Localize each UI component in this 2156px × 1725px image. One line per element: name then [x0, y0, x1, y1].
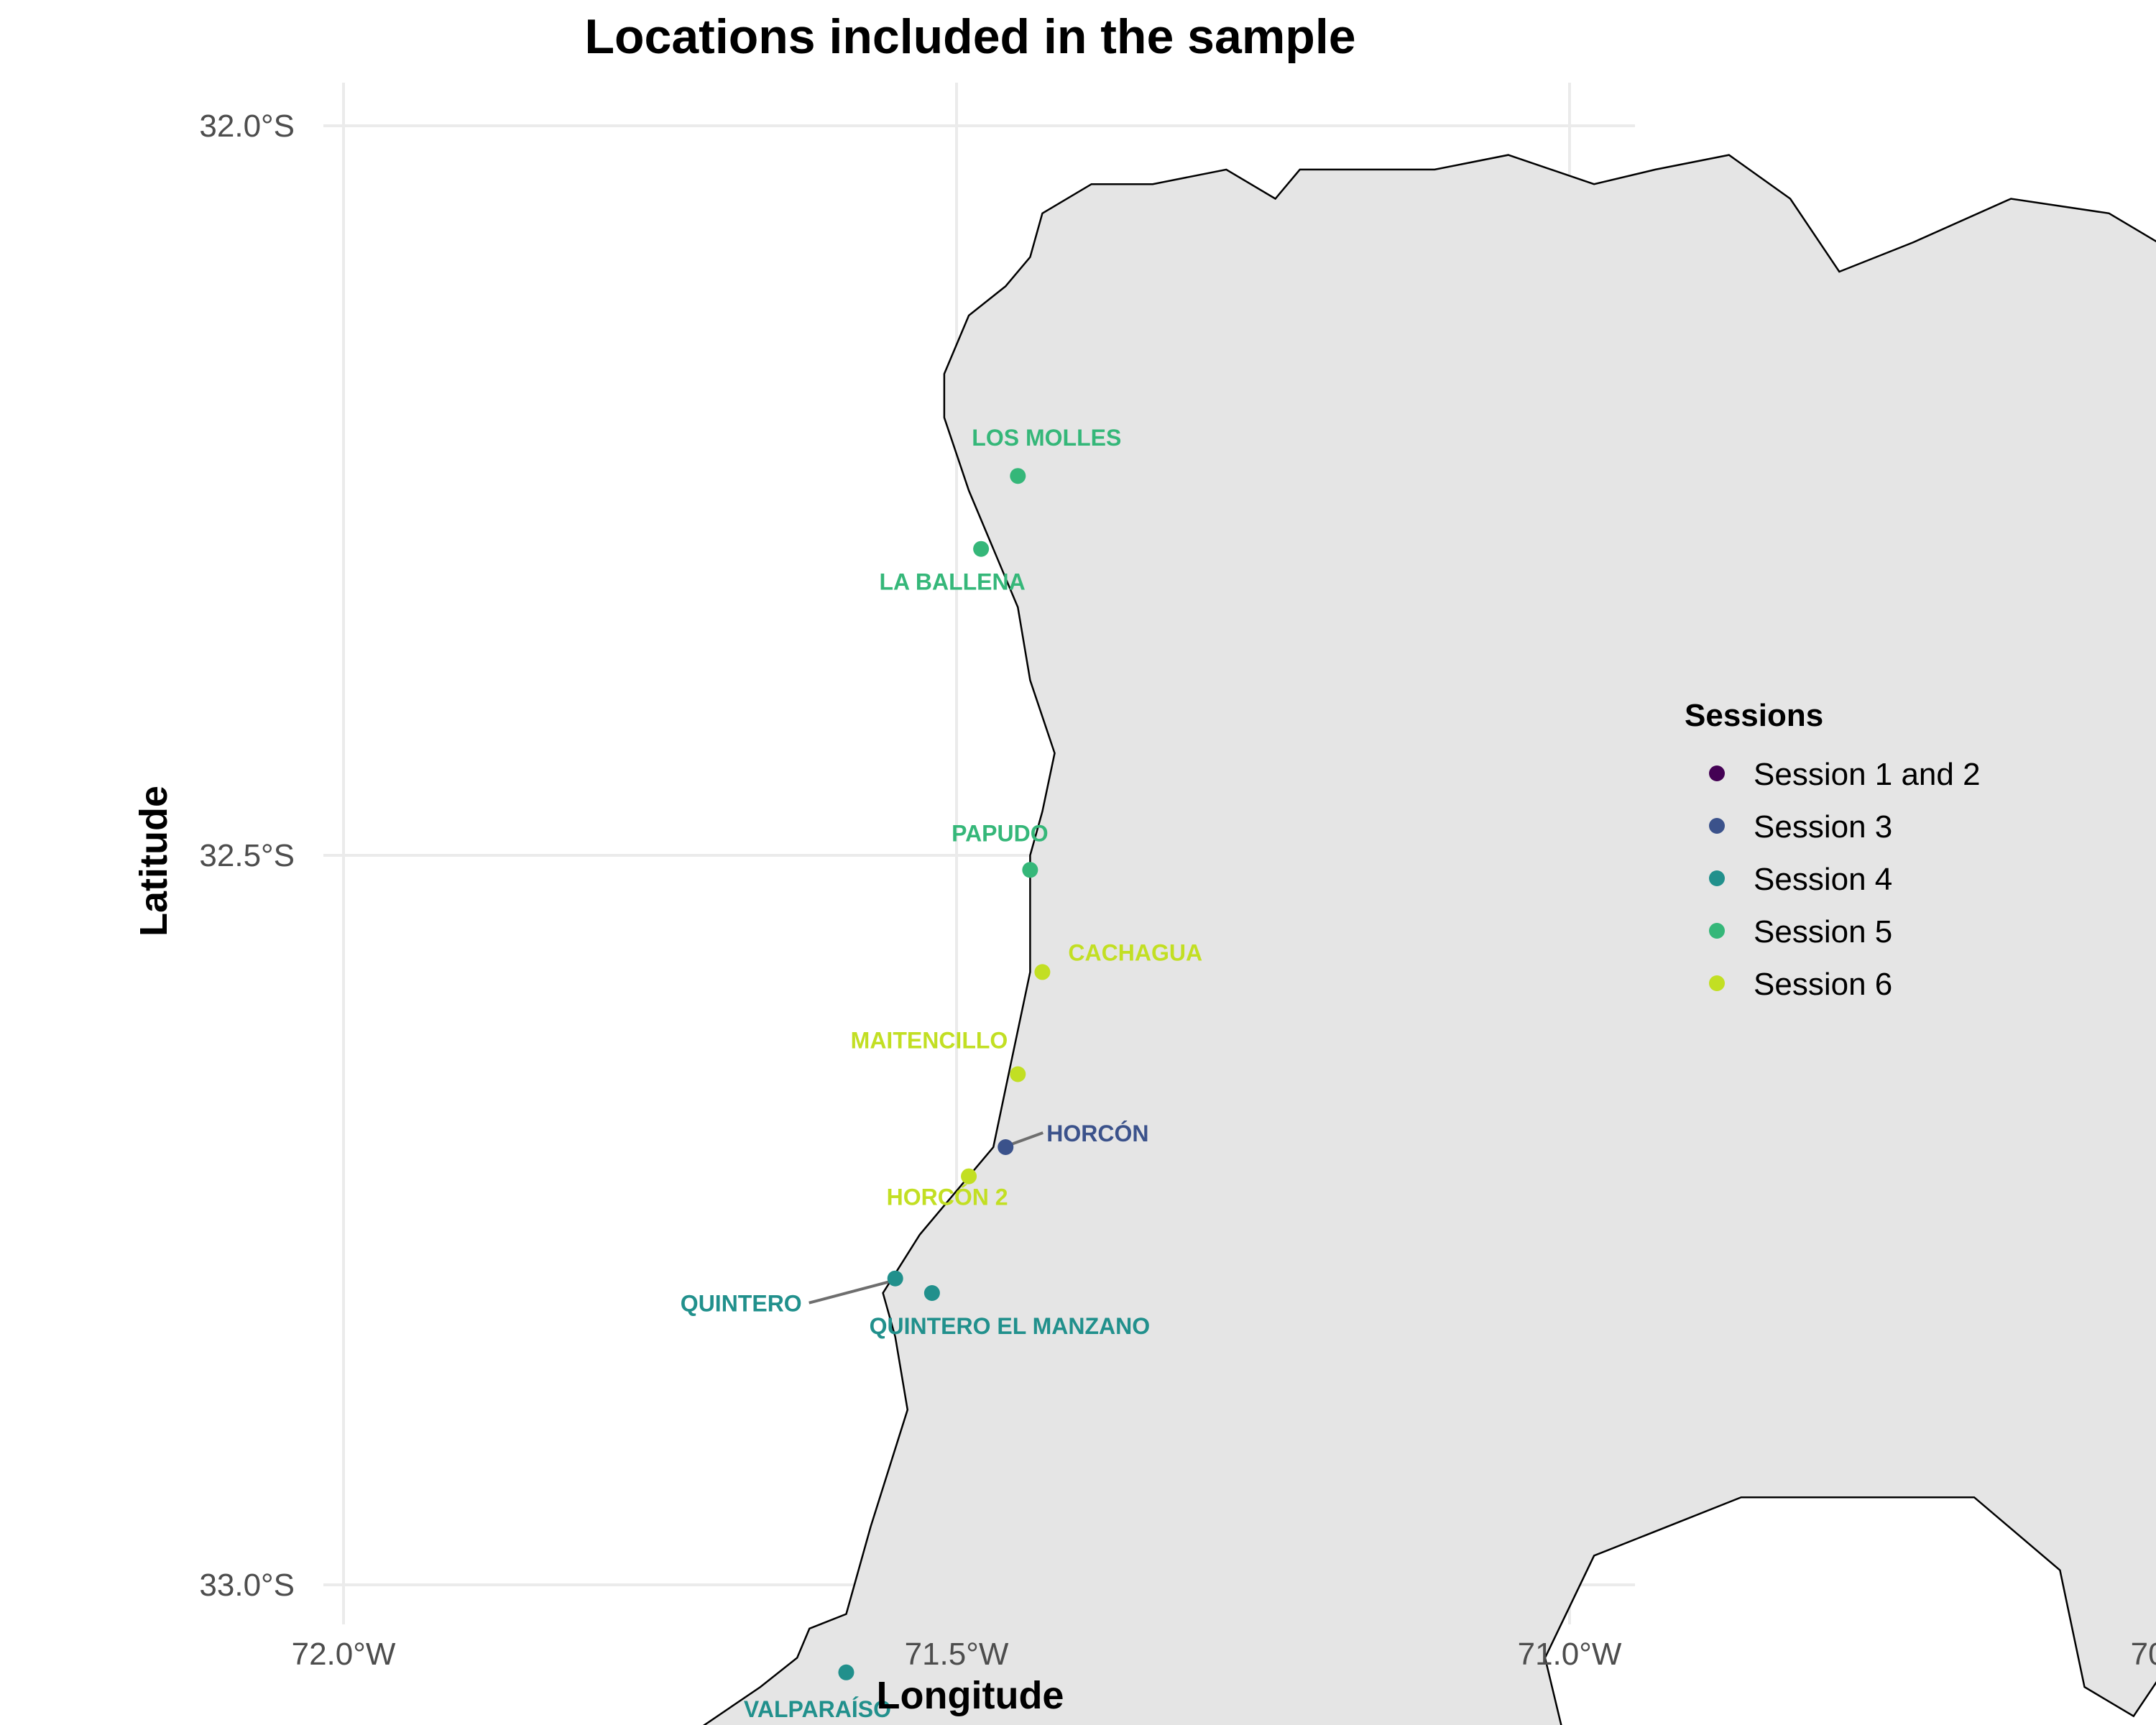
legend-label-3: Session 5	[1754, 914, 1892, 949]
location-label-la-ballena: LA BALLENA	[880, 569, 1026, 595]
leader-line-quintero	[808, 1279, 892, 1305]
y-axis-ticks: 32.0°S32.5°S33.0°S33.5°S34.0°S	[199, 109, 295, 1603]
legend-label-1: Session 3	[1754, 809, 1892, 845]
location-point-la-ballena	[973, 540, 990, 557]
legend-key-1	[1709, 818, 1725, 834]
location-label-valpara-so: VALPARAÍSO	[744, 1696, 891, 1722]
location-point-papudo	[1022, 862, 1038, 878]
label-leader-lines	[808, 1131, 1044, 1305]
location-point-cachagua	[1034, 964, 1051, 980]
location-point-maitencillo	[1010, 1066, 1026, 1082]
x-tick-label-3: 70.5°W	[2131, 1637, 2156, 1672]
location-label-horc-n-2: HORCÓN 2	[887, 1184, 1008, 1210]
location-point-horc-n	[998, 1139, 1014, 1155]
location-point-quintero	[887, 1270, 903, 1287]
x-tick-label-0: 72.0°W	[292, 1637, 396, 1672]
legend-key-2	[1709, 870, 1725, 886]
legend-key-4	[1709, 975, 1725, 991]
x-axis-title: Longitude	[877, 1674, 1064, 1717]
legend-key-0	[1709, 765, 1725, 781]
legend-label-0: Session 1 and 2	[1754, 757, 1981, 792]
valparaiso-region-outline	[702, 154, 2156, 1725]
leader-line-horc-n	[1010, 1131, 1044, 1146]
x-tick-label-1: 71.5°W	[905, 1637, 1009, 1672]
y-tick-label-2: 33.0°S	[199, 1568, 295, 1603]
location-label-maitencillo: MAITENCILLO	[851, 1028, 1008, 1054]
location-points	[838, 468, 1051, 1680]
legend-label-2: Session 4	[1754, 862, 1892, 897]
location-point-los-molles	[1010, 468, 1026, 484]
location-point-valpara-so	[838, 1664, 854, 1680]
legend-key-3	[1709, 923, 1725, 939]
location-label-quintero: QUINTERO	[681, 1291, 802, 1317]
legend: Sessions Session 1 and 2 Session 3 Session…	[1685, 698, 1981, 1002]
y-axis-title: Latitude	[132, 786, 175, 937]
location-label-cachagua: CACHAGUA	[1068, 939, 1202, 965]
location-labels: LOS MOLLES LA BALLENA PAPUDO CACHAGUA MAITEN…	[681, 425, 1202, 1722]
location-label-horc-n: HORCÓN	[1046, 1121, 1148, 1146]
location-point-quintero-el-manzano	[923, 1285, 940, 1301]
x-tick-label-2: 71.0°W	[1518, 1637, 1622, 1672]
chart-title: Locations included in the sample	[584, 9, 1355, 64]
y-tick-label-1: 32.5°S	[199, 838, 295, 873]
location-label-papudo: PAPUDO	[952, 820, 1049, 846]
location-label-quintero-el-manzano: QUINTERO EL MANZANO	[870, 1313, 1151, 1339]
location-point-horc-n-2	[961, 1168, 977, 1184]
legend-title: Sessions	[1685, 698, 1823, 733]
location-label-los-molles: LOS MOLLES	[972, 425, 1121, 451]
legend-label-4: Session 6	[1754, 967, 1892, 1002]
y-tick-label-0: 32.0°S	[199, 109, 295, 144]
x-axis-ticks: 72.0°W71.5°W71.0°W70.5°W70.0°W	[292, 1637, 2156, 1672]
